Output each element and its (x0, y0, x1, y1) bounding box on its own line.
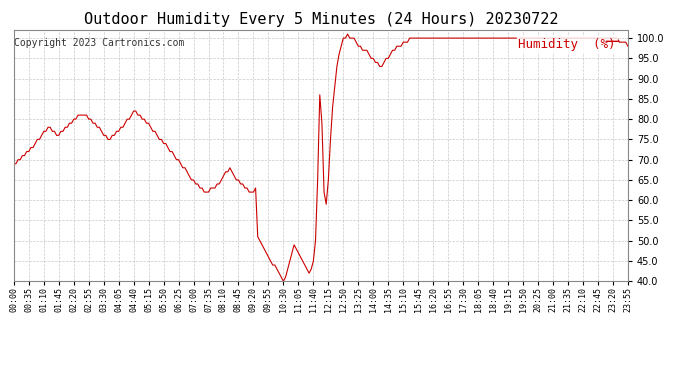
Text: Copyright 2023 Cartronics.com: Copyright 2023 Cartronics.com (14, 38, 185, 48)
Title: Outdoor Humidity Every 5 Minutes (24 Hours) 20230722: Outdoor Humidity Every 5 Minutes (24 Hou… (83, 12, 558, 27)
Text: Humidity  (%): Humidity (%) (518, 38, 615, 51)
